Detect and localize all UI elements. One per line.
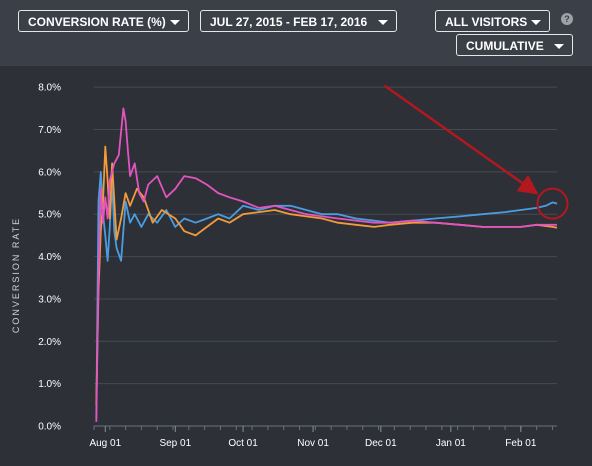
chevron-down-icon bbox=[170, 20, 180, 25]
series-line-1 bbox=[95, 171, 558, 418]
metric-dropdown-label: CONVERSION RATE (%) bbox=[28, 15, 166, 29]
help-icon[interactable]: ? bbox=[561, 13, 573, 25]
x-tick-label: Oct 01 bbox=[228, 438, 258, 449]
toolbar: CONVERSION RATE (%) JUL 27, 2015 - FEB 1… bbox=[0, 0, 592, 66]
y-tick-label: 0.0% bbox=[38, 422, 61, 433]
y-tick-label: 3.0% bbox=[38, 294, 61, 305]
chevron-down-icon bbox=[554, 44, 564, 49]
mode-dropdown-label: CUMULATIVE bbox=[466, 39, 544, 53]
x-tick-label: Feb 01 bbox=[505, 438, 537, 449]
y-tick-label: 5.0% bbox=[38, 210, 61, 221]
y-tick-label: 6.0% bbox=[38, 167, 61, 178]
conversion-rate-chart: 0.0% 1.0% 2.0% 3.0% 4.0% 5.0% 6.0% 7.0% 8.0% Aug… bbox=[11, 83, 569, 449]
y-tick-label: 4.0% bbox=[38, 252, 61, 263]
annotation-circle bbox=[536, 187, 569, 220]
x-axis-ticks: Aug 01 Sep 01 Oct 01 Nov 01 Dec 01 Jan 01 Feb … bbox=[89, 426, 553, 449]
metric-dropdown[interactable]: CONVERSION RATE (%) bbox=[18, 10, 189, 32]
date-range-dropdown[interactable]: JUL 27, 2015 - FEB 17, 2016 bbox=[200, 10, 397, 32]
y-tick-label: 2.0% bbox=[38, 337, 61, 348]
annotation-arrow bbox=[383, 84, 539, 195]
segment-dropdown[interactable]: ALL VISITORS bbox=[435, 10, 550, 32]
y-tick-label: 8.0% bbox=[38, 83, 61, 94]
annotation bbox=[383, 84, 569, 220]
x-tick-label: Jan 01 bbox=[436, 438, 466, 449]
mode-dropdown[interactable]: CUMULATIVE bbox=[456, 34, 573, 56]
date-range-label: JUL 27, 2015 - FEB 17, 2016 bbox=[210, 15, 368, 29]
x-tick-label: Sep 01 bbox=[159, 438, 191, 449]
chevron-down-icon bbox=[378, 20, 388, 25]
grid-lines bbox=[94, 86, 557, 427]
y-axis-ticks: 0.0% 1.0% 2.0% 3.0% 4.0% 5.0% 6.0% 7.0% 8.0% bbox=[38, 83, 61, 433]
y-tick-label: 7.0% bbox=[38, 125, 61, 136]
y-axis-label: CONVERSION RATE bbox=[11, 217, 21, 333]
y-tick-label: 1.0% bbox=[38, 379, 61, 390]
chevron-down-icon bbox=[531, 20, 541, 25]
segment-dropdown-label: ALL VISITORS bbox=[445, 15, 528, 29]
series-line-2 bbox=[95, 145, 558, 405]
x-tick-label: Nov 01 bbox=[297, 438, 329, 449]
x-tick-label: Aug 01 bbox=[89, 438, 121, 449]
series-lines bbox=[95, 107, 558, 422]
series-line-3 bbox=[95, 107, 557, 422]
x-tick-label: Dec 01 bbox=[365, 438, 397, 449]
